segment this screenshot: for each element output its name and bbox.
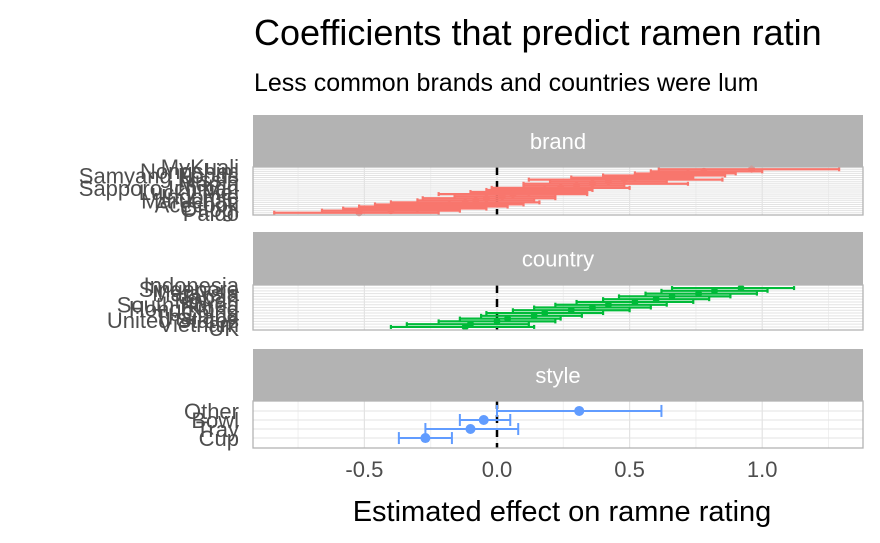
estimate-point: [420, 433, 431, 444]
y-tick-label: Samyang Foods: [79, 163, 239, 188]
x-axis-title: Estimated effect on ramne rating: [353, 496, 772, 528]
facet-strip-label: brand: [530, 129, 586, 154]
y-tick-label: Malaysia: [152, 281, 240, 306]
y-tick-label: Mama: [178, 172, 240, 197]
y-tick-label: Ottogi: [180, 197, 239, 222]
facet-strip: [253, 349, 863, 401]
y-tick-label: Paldo: [183, 201, 239, 226]
y-tick-label: Other: [184, 399, 239, 424]
x-tick-label: 0.5: [614, 457, 645, 482]
estimate-point: [478, 414, 489, 425]
chart-subtitle: Less common brands and countries were lu…: [254, 69, 759, 97]
y-tick-label: China: [182, 300, 240, 325]
y-tick-label: Singapore: [139, 277, 239, 302]
y-tick-label: Vietnam: [159, 312, 239, 337]
y-tick-label: Sapporo Ichiban: [79, 176, 239, 201]
chart-title: Coefficients that predict ramen ratin: [254, 12, 822, 53]
estimate-point: [461, 323, 469, 331]
y-tick-label: Nongshim: [140, 159, 239, 184]
panel-border: [252, 166, 864, 216]
y-tick-label: Taiwan: [171, 289, 239, 314]
panel-background: [253, 401, 863, 448]
y-tick-label: UK: [208, 316, 239, 341]
estimate-point: [574, 405, 585, 416]
x-tick-label: 0.0: [482, 457, 513, 482]
y-tick-label: South Korea: [117, 293, 240, 318]
y-tick-label: Lucky Me!: [139, 180, 239, 205]
y-tick-label: Acecook: [155, 193, 240, 218]
estimate-point: [465, 424, 476, 435]
y-tick-label: Indonesia: [144, 273, 240, 298]
facet-strip: [253, 232, 863, 285]
y-tick-label: Japan: [179, 285, 239, 310]
y-tick-label: Nissin: [179, 168, 239, 193]
y-tick-label: Hong Kong: [129, 296, 239, 321]
facet-strip: [253, 115, 863, 167]
y-tick-label: Indomie: [161, 184, 239, 209]
y-tick-label: MyKuali: [161, 155, 239, 180]
panel-border: [252, 400, 864, 449]
y-tick-label: Cup: [199, 426, 239, 451]
facet-strip-label: country: [522, 247, 594, 272]
y-tick-label: United States: [107, 308, 239, 333]
y-tick-label: Thailand: [155, 304, 239, 329]
facet-strip-label: style: [535, 363, 580, 388]
y-tick-label: Tray: [196, 417, 239, 442]
facet-country: country IndonesiaSingaporeMalaysiaJapanTa…: [107, 232, 864, 341]
x-tick-label: 1.0: [747, 457, 778, 482]
y-tick-label: Bowl: [191, 408, 239, 433]
panel-border: [252, 284, 864, 331]
y-tick-label: Maruchan: [141, 188, 239, 213]
x-tick-label: -0.5: [345, 457, 383, 482]
